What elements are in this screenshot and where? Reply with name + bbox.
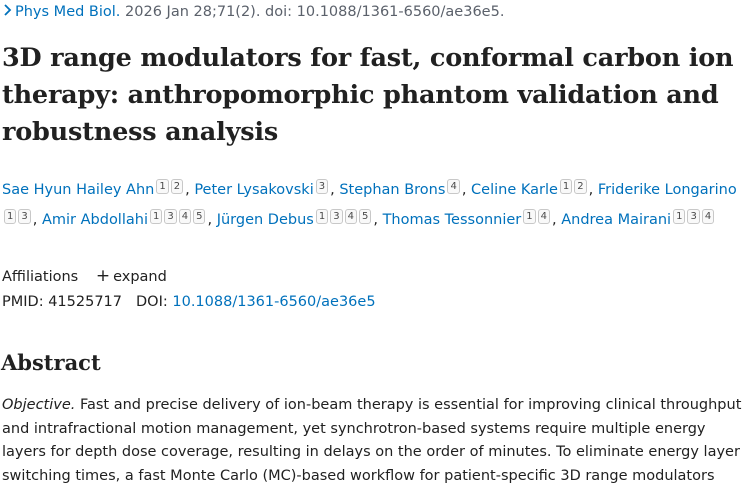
author-separator: , <box>207 211 217 228</box>
author-separator: , <box>185 182 195 198</box>
author-separator: , <box>552 211 562 228</box>
affiliation-ref-button[interactable]: 4 <box>537 208 550 224</box>
author-separator: , <box>461 182 472 198</box>
doi-label: DOI: <box>136 294 168 310</box>
chevron-right-icon[interactable] <box>3 4 15 20</box>
author-link[interactable]: Peter Lysakovski <box>194 182 314 198</box>
affiliation-ref-button[interactable]: 3 <box>687 208 700 224</box>
affiliation-ref-button[interactable]: 4 <box>344 208 357 224</box>
author-link[interactable]: Celine Karle <box>471 182 558 198</box>
objective-label: Objective. <box>2 397 76 413</box>
affiliation-ref-button[interactable]: 2 <box>170 179 184 194</box>
affiliation-ref-button[interactable]: 4 <box>178 208 192 224</box>
author-link[interactable]: Sae Hyun Hailey Ahn <box>2 182 155 198</box>
author-link[interactable]: Stephan Brons <box>339 182 446 198</box>
author-separator: , <box>588 182 598 198</box>
author-link[interactable]: Amir Abdollahi <box>41 211 148 228</box>
author-list: Sae Hyun Hailey Ahn 1 2, Peter Lysakovski 3… <box>2 174 747 233</box>
affiliation-ref-button[interactable]: 1 <box>559 179 573 194</box>
doi-link[interactable]: 10.1088/1361-6560/ae36e5 <box>172 294 376 310</box>
affiliation-ref-button[interactable]: 1 <box>4 208 17 224</box>
affiliation-ref-button[interactable]: 4 <box>701 208 715 224</box>
citation-details: 2026 Jan 28;71(2). doi: 10.1088/1361-656… <box>120 4 505 20</box>
author-link[interactable]: Thomas Tessonnier <box>382 211 522 228</box>
affiliations-label: Affiliations <box>2 269 79 285</box>
affiliations-expand-button[interactable]: + expand <box>83 266 167 286</box>
author-link[interactable]: Andrea Mairani <box>561 211 672 228</box>
pmid-label: PMID: <box>2 294 44 310</box>
affiliation-ref-button[interactable]: 1 <box>149 208 163 224</box>
identifiers: PMID: 41525717 DOI: 10.1088/1361-6560/ae3… <box>2 294 376 310</box>
affiliation-ref-button[interactable]: 5 <box>193 208 206 224</box>
affiliation-ref-button[interactable]: 3 <box>330 208 343 224</box>
affiliation-ref-button[interactable]: 3 <box>315 179 329 194</box>
author-separator: , <box>32 211 42 228</box>
author-link[interactable]: Jürgen Debus <box>216 211 314 228</box>
author-separator: , <box>330 182 340 198</box>
plus-icon: + <box>95 266 111 286</box>
author-separator: , <box>373 211 383 228</box>
affiliation-ref-button[interactable]: 1 <box>523 208 536 224</box>
expand-label: expand <box>113 269 167 285</box>
citation-line: Phys Med Biol. 2026 Jan 28;71(2). doi: 1… <box>3 4 504 20</box>
journal-link[interactable]: Phys Med Biol. <box>15 4 121 20</box>
abstract-body: Fast and precise delivery of ion-beam th… <box>2 397 742 484</box>
affiliation-ref-button[interactable]: 1 <box>315 208 329 224</box>
author-link[interactable]: Friderike Longarino <box>597 182 737 198</box>
affiliation-ref-button[interactable]: 3 <box>164 208 177 224</box>
affiliation-ref-button[interactable]: 5 <box>358 208 372 224</box>
abstract-text: Objective. Fast and precise delivery of … <box>2 394 750 488</box>
article-title: 3D range modulators for fast, conformal … <box>2 43 734 147</box>
affiliations-toggle: Affiliations + expand <box>2 266 167 286</box>
affiliation-ref-button[interactable]: 4 <box>447 179 460 194</box>
author-affiliation-refs: 4 <box>447 174 461 200</box>
pmid-value: 41525717 <box>48 294 123 310</box>
affiliation-ref-button[interactable]: 2 <box>574 179 587 194</box>
abstract-heading: Abstract <box>1 350 101 375</box>
author-affiliation-refs: 3 <box>315 174 330 200</box>
affiliation-ref-button[interactable]: 1 <box>156 179 169 194</box>
affiliation-ref-button[interactable]: 3 <box>18 208 31 224</box>
affiliation-ref-button[interactable]: 1 <box>673 208 686 224</box>
